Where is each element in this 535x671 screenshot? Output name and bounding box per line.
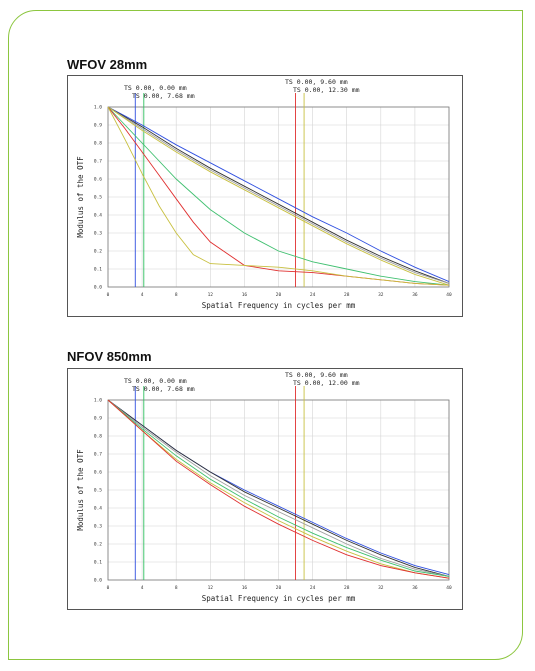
legend-entry: TS 0.00, 7.68 mm [132,92,195,100]
y-tick-label: 0.4 [94,506,102,512]
x-tick-label: 4 [141,585,144,591]
y-tick-label: 0.6 [94,177,102,183]
chart-title-nfov: NFOV 850mm [67,349,152,364]
series-line [107,106,450,284]
x-tick-label: 12 [208,585,214,591]
x-tick-label: 40 [446,585,452,591]
legend-entry: TS 0.00, 9.60 mm [285,78,348,86]
y-tick-label: 1.0 [94,398,102,404]
y-axis-label: Modulus of the OTF [76,449,85,531]
series-line [107,399,450,577]
plot-area-frame [107,106,450,288]
x-axis-label: Spatial Frequency in cycles per mm [202,594,356,603]
legend-entry: TS 0.00, 0.00 mm [124,84,187,92]
series-line [107,106,450,286]
y-tick-label: 0.2 [94,249,102,255]
x-tick-label: 16 [242,585,248,591]
y-tick-label: 0.7 [94,159,102,165]
y-tick-label: 0.8 [94,434,102,440]
mtf-chart-nfov: 0 4 8 12 16 20 24 28 32 36 40 0.0 0.1 0.2 0.3 0.4 0.5 0.6… [67,368,463,610]
x-tick-label: 28 [344,585,350,591]
y-tick-label: 0.5 [94,195,102,201]
y-tick-label: 0.5 [94,488,102,494]
y-axis-label: Modulus of the OTF [76,156,85,238]
legend-entry: TS 0.00, 0.00 mm [124,377,187,385]
x-tick-label: 0 [107,585,110,591]
x-tick-label: 32 [378,292,384,298]
series-line [107,106,450,284]
x-tick-label: 8 [175,585,178,591]
x-tick-label: 24 [310,292,316,298]
x-tick-label: 36 [412,585,418,591]
legend-entry: TS 0.00, 7.68 mm [132,385,195,393]
y-tick-label: 0.8 [94,141,102,147]
y-tick-label: 0.1 [94,267,102,273]
series-line [107,399,450,579]
y-tick-label: 0.0 [94,578,102,584]
x-tick-label: 36 [412,292,418,298]
x-tick-label: 20 [276,585,282,591]
series-line [107,399,450,577]
y-tick-label: 0.9 [94,416,102,422]
y-tick-label: 0.3 [94,231,102,237]
x-tick-label: 40 [446,292,452,298]
plot-area-frame [107,399,450,581]
series-line [107,399,450,577]
mtf-chart-nfov-svg: 0 4 8 12 16 20 24 28 32 36 40 0.0 0.1 0.2 0.3 0.4 0.5 0.6… [76,371,452,603]
legend-entry: TS 0.00, 12.30 mm [293,86,360,94]
chart-title-wfov: WFOV 28mm [67,57,148,72]
y-tick-label: 0.3 [94,524,102,530]
x-tick-label: 16 [242,292,248,298]
x-tick-label: 0 [107,292,110,298]
x-tick-label: 12 [208,292,214,298]
x-tick-label: 20 [276,292,282,298]
y-tick-label: 0.6 [94,470,102,476]
series-line [107,106,450,286]
y-tick-label: 0.7 [94,452,102,458]
y-tick-label: 0.2 [94,542,102,548]
series-line [107,106,450,283]
y-tick-label: 0.0 [94,285,102,291]
y-tick-label: 0.9 [94,123,102,129]
x-tick-label: 4 [141,292,144,298]
y-tick-label: 0.1 [94,560,102,566]
mtf-chart-wfov-svg: 0 4 8 12 16 20 24 28 32 36 40 0.0 0.1 0.2 0.3 0.4 0.5 0.6… [76,78,452,310]
y-tick-label: 1.0 [94,105,102,111]
legend-entry: TS 0.00, 9.60 mm [285,371,348,379]
series-line [107,399,450,579]
series-line [107,106,450,286]
x-tick-label: 28 [344,292,350,298]
legend-entry: TS 0.00, 12.00 mm [293,379,360,387]
y-tick-label: 0.4 [94,213,102,219]
mtf-chart-wfov: 0 4 8 12 16 20 24 28 32 36 40 0.0 0.1 0.2 0.3 0.4 0.5 0.6… [67,75,463,317]
x-tick-label: 32 [378,585,384,591]
x-tick-label: 8 [175,292,178,298]
x-axis-label: Spatial Frequency in cycles per mm [202,301,356,310]
x-tick-label: 24 [310,585,316,591]
